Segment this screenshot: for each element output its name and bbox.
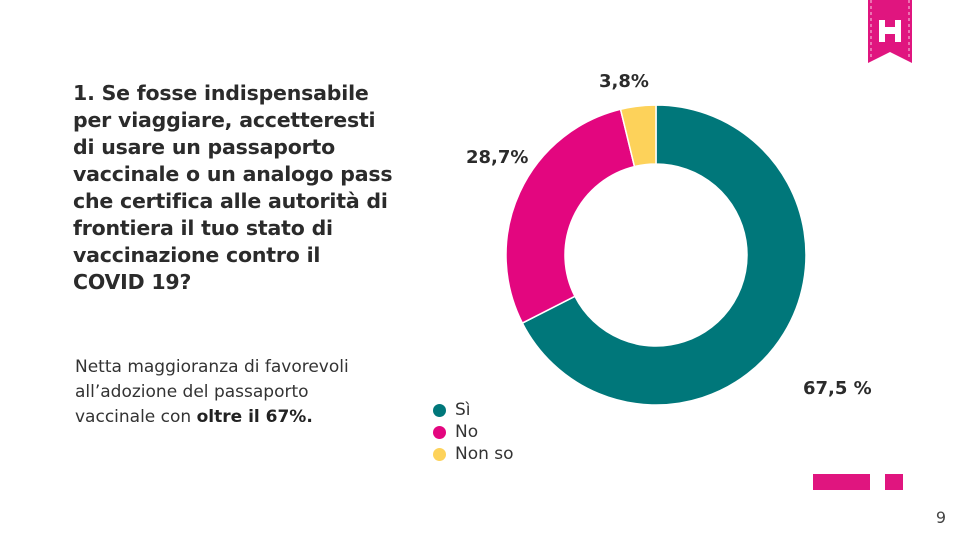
page-number: 9 bbox=[935, 508, 946, 527]
legend-swatch-non-so bbox=[433, 447, 446, 461]
brand-logo-icon bbox=[868, 0, 912, 63]
legend-item-si: Sì bbox=[433, 399, 514, 421]
legend-item-non-so: Non so bbox=[433, 443, 514, 465]
legend-item-no: No bbox=[433, 421, 514, 443]
legend-label-no: No bbox=[455, 422, 479, 442]
legend-label-si: Sì bbox=[455, 400, 471, 420]
legend-label-non-so: Non so bbox=[455, 444, 514, 464]
donut-slice-no bbox=[505, 108, 636, 325]
legend-swatch-si bbox=[433, 403, 446, 417]
data-label-si: 67,5 % bbox=[803, 378, 872, 399]
summary-text: Netta maggioranza di favorevoli all’adoz… bbox=[75, 355, 375, 430]
chart-legend: Sì No Non so bbox=[433, 399, 514, 465]
decorative-bar-short bbox=[885, 474, 903, 490]
decorative-bar-long bbox=[813, 474, 870, 490]
donut-slice-non-so bbox=[619, 104, 657, 168]
summary-bold: oltre il 67%. bbox=[196, 407, 313, 427]
data-label-non-so: 3,8% bbox=[599, 71, 649, 92]
data-label-no: 28,7% bbox=[466, 147, 529, 168]
donut-slice-si bbox=[521, 104, 807, 406]
summary-plain: Netta maggioranza di favorevoli all’adoz… bbox=[75, 357, 349, 427]
legend-swatch-no bbox=[433, 425, 446, 439]
question-title: 1. Se fosse indispensabile per viaggiare… bbox=[73, 81, 393, 294]
